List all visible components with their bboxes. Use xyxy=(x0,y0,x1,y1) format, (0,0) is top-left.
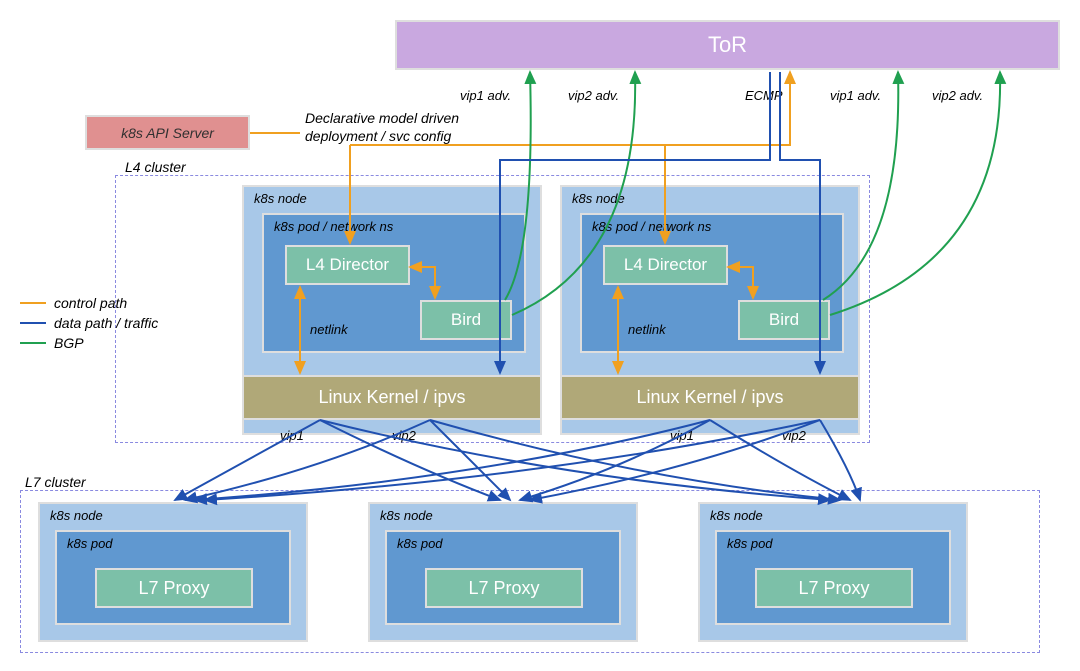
legend-label-bgp: BGP xyxy=(54,335,84,351)
l4-kernel-b-label: Linux Kernel / ipvs xyxy=(636,387,783,408)
l7-proxy-1-label: L7 Proxy xyxy=(138,578,209,599)
l4-kernel-a: Linux Kernel / ipvs xyxy=(242,375,542,420)
l7-proxy-3-label: L7 Proxy xyxy=(798,578,869,599)
declarative-label-2: deployment / svc config xyxy=(305,128,451,144)
l7-proxy-2: L7 Proxy xyxy=(425,568,583,608)
api-server-label: k8s API Server xyxy=(121,125,214,141)
l4-pod-b-label: k8s pod / network ns xyxy=(592,219,711,234)
legend-item-control: control path xyxy=(20,295,158,311)
l4-director-b-label: L4 Director xyxy=(624,255,707,275)
api-server-box: k8s API Server xyxy=(85,115,250,150)
l4-director-a: L4 Director xyxy=(285,245,410,285)
l4-kernel-a-label: Linux Kernel / ipvs xyxy=(318,387,465,408)
l7-cluster-label: L7 cluster xyxy=(25,474,86,490)
l7-node-2-label: k8s node xyxy=(380,508,433,523)
edge-label-netlink-b: netlink xyxy=(628,322,666,337)
tor-label: ToR xyxy=(708,32,747,58)
l4-bird-b-label: Bird xyxy=(769,310,799,330)
edge-label-ecmp: ECMP xyxy=(745,88,783,103)
legend-line-bgp xyxy=(20,342,46,344)
legend-label-data: data path / traffic xyxy=(54,315,158,331)
legend-label-control: control path xyxy=(54,295,127,311)
l7-proxy-3: L7 Proxy xyxy=(755,568,913,608)
edge-label-vip1-b: vip1 xyxy=(670,428,694,443)
l4-node-b-label: k8s node xyxy=(572,191,625,206)
edge-label-vip1adv-a: vip1 adv. xyxy=(460,88,511,103)
legend-line-data xyxy=(20,322,46,324)
l4-bird-a: Bird xyxy=(420,300,512,340)
legend-item-data: data path / traffic xyxy=(20,315,158,331)
l7-pod-2-label: k8s pod xyxy=(397,536,443,551)
l7-pod-1-label: k8s pod xyxy=(67,536,113,551)
legend-item-bgp: BGP xyxy=(20,335,158,351)
tor-box: ToR xyxy=(395,20,1060,70)
l7-proxy-2-label: L7 Proxy xyxy=(468,578,539,599)
legend: control path data path / traffic BGP xyxy=(20,295,158,351)
edge-label-vip2adv-a: vip2 adv. xyxy=(568,88,619,103)
l4-kernel-b: Linux Kernel / ipvs xyxy=(560,375,860,420)
l7-proxy-1: L7 Proxy xyxy=(95,568,253,608)
l4-node-a-label: k8s node xyxy=(254,191,307,206)
l4-bird-a-label: Bird xyxy=(451,310,481,330)
declarative-label-1: Declarative model driven xyxy=(305,110,459,126)
l7-pod-3-label: k8s pod xyxy=(727,536,773,551)
l4-director-a-label: L4 Director xyxy=(306,255,389,275)
l7-node-3-label: k8s node xyxy=(710,508,763,523)
edge-label-netlink-a: netlink xyxy=(310,322,348,337)
l4-director-b: L4 Director xyxy=(603,245,728,285)
edge-label-vip1adv-b: vip1 adv. xyxy=(830,88,881,103)
l4-cluster-label: L4 cluster xyxy=(125,159,186,175)
legend-line-control xyxy=(20,302,46,304)
edge-label-vip2-b: vip2 xyxy=(782,428,806,443)
l4-bird-b: Bird xyxy=(738,300,830,340)
l4-pod-a-label: k8s pod / network ns xyxy=(274,219,393,234)
edge-label-vip1-a: vip1 xyxy=(280,428,304,443)
edge-label-vip2-a: vip2 xyxy=(392,428,416,443)
l7-node-1-label: k8s node xyxy=(50,508,103,523)
edge-label-vip2adv-b: vip2 adv. xyxy=(932,88,983,103)
